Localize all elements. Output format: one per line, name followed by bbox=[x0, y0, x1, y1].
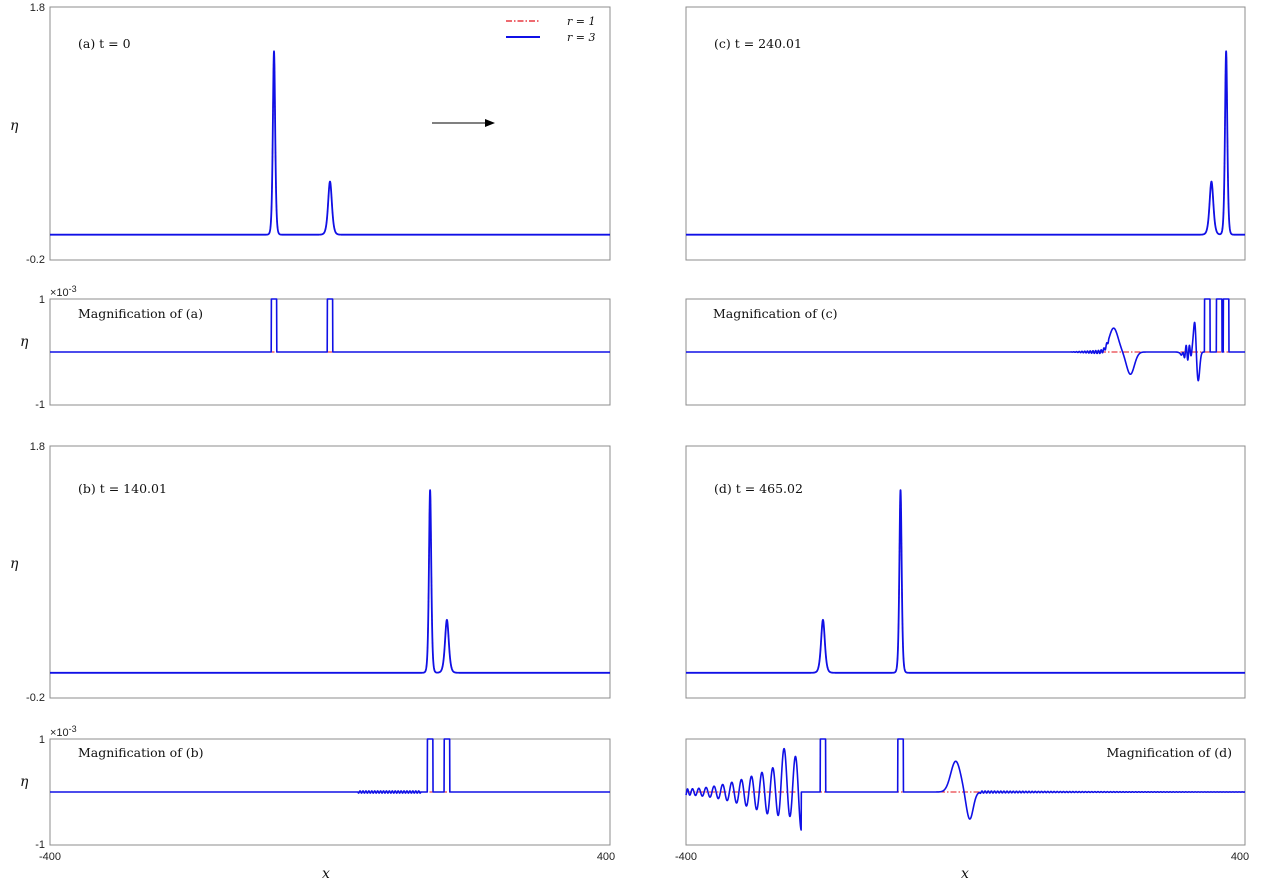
series-line-r3 bbox=[49, 298, 611, 353]
panel-title: (b) t = 140.01 bbox=[78, 481, 167, 496]
panel-d: (d) t = 465.02 bbox=[685, 445, 1246, 699]
series-layer bbox=[685, 738, 1246, 831]
scale-exponent: ×10-3 bbox=[50, 724, 77, 739]
x-tick-label: 400 bbox=[1231, 851, 1249, 863]
x-axis-label: x bbox=[961, 866, 969, 882]
panel-title: Magnification of (b) bbox=[78, 745, 204, 760]
series-layer bbox=[685, 298, 1246, 382]
y-tick-label: -1 bbox=[35, 399, 45, 411]
panel-title: (c) t = 240.01 bbox=[714, 36, 802, 51]
series-line-r3 bbox=[685, 50, 1246, 236]
legend-box bbox=[500, 13, 606, 47]
y-tick-label: -0.2 bbox=[26, 692, 45, 704]
x-tick-label: -400 bbox=[39, 851, 61, 863]
panel-b: 1.8 -0.2 η (b) t = 140.01 bbox=[10, 441, 611, 704]
y-tick-label: 1.8 bbox=[30, 441, 45, 453]
y-axis-label: η bbox=[20, 774, 29, 790]
x-tick-label: 400 bbox=[597, 851, 615, 863]
panel-a-magnification: 1 -1 ×10-3 η Magnification of (a) bbox=[20, 284, 611, 411]
series-line-r3 bbox=[49, 489, 611, 674]
series-layer bbox=[49, 50, 611, 236]
panel-c-magnification: Magnification of (c) bbox=[685, 298, 1246, 406]
y-tick-label: -1 bbox=[35, 839, 45, 851]
panel-a: 1.8 -0.2 η (a) t = 0 r = 1 r = 3 bbox=[10, 2, 611, 266]
series-line-r1 bbox=[49, 489, 611, 674]
series-line-r3 bbox=[49, 738, 611, 794]
series-layer bbox=[685, 489, 1246, 674]
y-tick-label: 1 bbox=[39, 294, 45, 306]
series-line-r1 bbox=[49, 50, 611, 236]
y-axis-label: η bbox=[20, 334, 29, 350]
axes-box bbox=[49, 445, 611, 699]
y-tick-label: 1 bbox=[39, 734, 45, 746]
panel-title: (d) t = 465.02 bbox=[714, 481, 803, 496]
panel-title: Magnification of (d) bbox=[1106, 745, 1232, 760]
panel-title: (a) t = 0 bbox=[78, 36, 131, 51]
panel-b-magnification: 1 -1 ×10-3 η Magnification of (b) -400 4… bbox=[20, 724, 615, 882]
series-line-r1 bbox=[685, 489, 1246, 674]
series-line-r3 bbox=[685, 298, 1246, 382]
axes-box bbox=[685, 6, 1246, 261]
axes-box bbox=[49, 6, 611, 261]
y-axis-label: η bbox=[10, 118, 19, 134]
legend: r = 1 r = 3 bbox=[500, 13, 606, 47]
series-line-r3 bbox=[49, 50, 611, 236]
scale-exponent: ×10-3 bbox=[50, 284, 77, 299]
y-tick-label: 1.8 bbox=[30, 2, 45, 14]
axes-box bbox=[685, 445, 1246, 699]
x-axis-label: x bbox=[322, 866, 330, 882]
series-layer bbox=[685, 50, 1246, 236]
legend-label-r3: r = 3 bbox=[567, 31, 595, 44]
series-layer bbox=[49, 489, 611, 674]
series-line-r1 bbox=[685, 50, 1246, 236]
panel-c: (c) t = 240.01 bbox=[685, 6, 1246, 261]
series-layer bbox=[49, 298, 611, 353]
legend-label-r1: r = 1 bbox=[567, 15, 595, 28]
series-layer bbox=[49, 738, 611, 794]
panel-d-magnification: Magnification of (d) -400 400 x bbox=[675, 738, 1249, 882]
series-line-r3 bbox=[685, 489, 1246, 674]
y-axis-label: η bbox=[10, 556, 19, 572]
panel-title: Magnification of (c) bbox=[713, 306, 838, 321]
y-tick-label: -0.2 bbox=[26, 254, 45, 266]
series-line-r3 bbox=[685, 738, 1246, 831]
panel-title: Magnification of (a) bbox=[78, 306, 203, 321]
x-tick-label: -400 bbox=[675, 851, 697, 863]
